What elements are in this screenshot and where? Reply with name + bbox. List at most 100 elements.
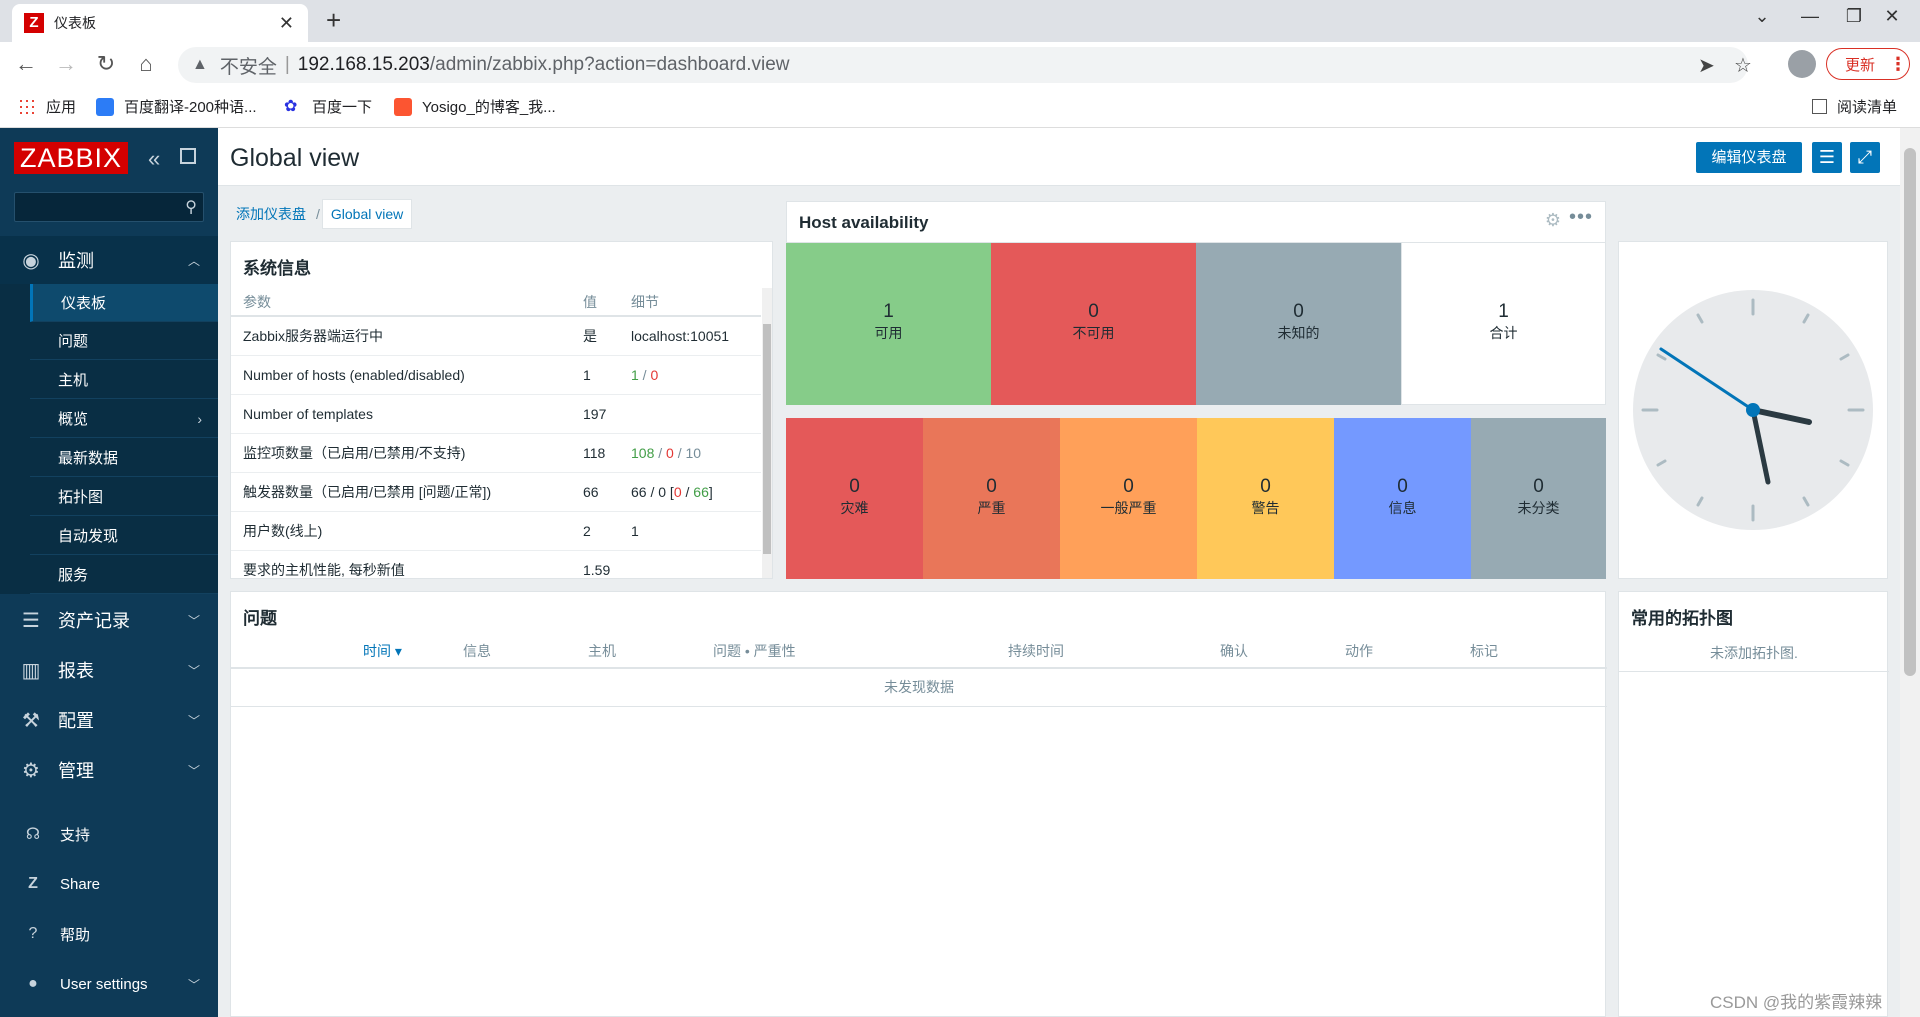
table-row: 未发现数据: [231, 668, 1607, 707]
bookmark-baidu[interactable]: ✿ 百度一下: [284, 97, 373, 117]
chevron-down-icon: ﹀: [187, 663, 200, 678]
chevron-right-icon: ›: [197, 410, 202, 427]
monitoring-submenu: 仪表板 问题 主机 概览 › 最新数据 拓扑图 自动发现 服务: [0, 284, 218, 594]
bookmark-star-icon[interactable]: ☆: [1734, 54, 1752, 77]
widget-scrollbar[interactable]: [762, 288, 772, 578]
restore-icon[interactable]: ❐: [1845, 6, 1863, 26]
column-ack: 确认: [1220, 634, 1345, 669]
apps-grid-icon: ​: [18, 97, 36, 116]
url-field[interactable]: ▲ 不安全 | 192.168.15.203/admin/zabbix.php?…: [178, 47, 1752, 83]
close-tab-icon[interactable]: ✕: [278, 12, 294, 33]
bookmark-apps[interactable]: ​ 应用: [18, 96, 76, 117]
headset-icon: ☊: [25, 826, 41, 843]
menu-share[interactable]: Z Share: [0, 864, 218, 904]
more-icon[interactable]: •••: [1568, 206, 1593, 228]
warning-icon[interactable]: ▲: [192, 56, 208, 73]
new-tab-icon[interactable]: +: [326, 5, 342, 35]
menu-administration[interactable]: ⚙ 管理 ﹀: [0, 746, 218, 794]
favorite-maps-widget: 常用的拓扑图 未添加拓扑图.: [1618, 591, 1889, 1017]
sysinfo-table: 参数 值 细节 Zabbix服务器端运行中 是 localhost:10051 …: [231, 288, 761, 578]
submenu-dashboard[interactable]: 仪表板: [30, 284, 218, 322]
edit-dashboard-button[interactable]: 编辑仪表盘: [1696, 142, 1802, 173]
column-header: 参数: [231, 288, 571, 317]
host-total-block[interactable]: 1 合计: [1401, 243, 1606, 405]
menu-support[interactable]: ☊ 支持: [0, 814, 218, 854]
table-row: Number of hosts (enabled/disabled) 1 1 /…: [231, 355, 761, 395]
more-menu-icon[interactable]: ⋮: [1889, 53, 1908, 74]
severity-info-block[interactable]: 0 信息: [1334, 418, 1471, 579]
zabbix-favicon-icon: Z: [24, 13, 44, 33]
back-icon[interactable]: ←: [15, 51, 37, 76]
host-unknown-block[interactable]: 0 未知的: [1196, 243, 1401, 405]
menu-help[interactable]: ? 帮助: [0, 914, 218, 954]
clock-face-icon: [1633, 290, 1873, 530]
column-header: 细节: [619, 288, 761, 317]
home-icon[interactable]: ⌂: [139, 51, 153, 76]
bookmark-csdn-blog[interactable]: Yosigo_的博客_我...: [394, 96, 556, 117]
chevron-down-icon: ﹀: [187, 977, 200, 992]
submenu-problems[interactable]: 问题: [30, 322, 218, 360]
user-icon: ●: [28, 975, 38, 992]
severity-average-block[interactable]: 0 一般严重: [1060, 418, 1197, 579]
no-data-message: 未发现数据: [231, 668, 1607, 707]
url-path: /admin/zabbix.php?action=dashboard.view: [429, 54, 790, 75]
menu-inventory[interactable]: ☰ 资产记录 ﹀: [0, 596, 218, 644]
problems-widget: 问题 时间 ▾ 信息 主机 问题 • 严重性 持续时间 确认 动作 标记 未发现…: [230, 591, 1607, 1017]
profile-avatar-icon[interactable]: [1788, 50, 1816, 78]
submenu-hosts[interactable]: 主机: [30, 361, 218, 399]
chevron-down-icon: ﹀: [187, 763, 200, 778]
bookmark-baidu-translate[interactable]: 百度翻译-200种语...: [96, 96, 257, 117]
bar-chart-icon: ▥: [21, 659, 41, 682]
reading-list[interactable]: 阅读清单: [1812, 96, 1897, 117]
column-time[interactable]: 时间 ▾: [363, 634, 463, 669]
search-input[interactable]: ⚲: [14, 192, 204, 222]
widget-title: Host availability: [799, 213, 929, 232]
reload-icon[interactable]: ↻: [96, 51, 116, 76]
browser-tabbar: Z 仪表板 ✕ + ⌄ — ❐ ✕: [0, 0, 1920, 42]
host-unavailable-block[interactable]: 0 不可用: [991, 243, 1196, 405]
severity-high-block[interactable]: 0 严重: [923, 418, 1060, 579]
hide-sidebar-icon[interactable]: [180, 148, 196, 164]
submenu-services[interactable]: 服务: [30, 556, 218, 594]
table-row: Number of templates 197: [231, 394, 761, 434]
fullscreen-icon[interactable]: ⤢: [1850, 142, 1880, 173]
list-icon: ☰: [22, 609, 40, 632]
column-problem-severity[interactable]: 问题 • 严重性: [713, 634, 1008, 669]
host-available-block[interactable]: 1 可用: [786, 243, 991, 405]
csdn-watermark: CSDN @我的紫霞辣辣: [1710, 993, 1883, 1012]
page-scrollbar[interactable]: [1900, 128, 1920, 1017]
tab-search-icon[interactable]: ⌄: [1754, 6, 1770, 26]
submenu-latest-data[interactable]: 最新数据: [30, 439, 218, 477]
menu-configuration[interactable]: ⚒ 配置 ﹀: [0, 696, 218, 744]
browser-tab[interactable]: Z 仪表板 ✕: [12, 4, 308, 42]
search-icon[interactable]: ⚲: [185, 199, 197, 216]
send-icon[interactable]: ➤: [1698, 54, 1715, 77]
severity-warning-block[interactable]: 0 警告: [1197, 418, 1334, 579]
submenu-maps[interactable]: 拓扑图: [30, 478, 218, 516]
gear-icon[interactable]: ⚙: [1544, 210, 1561, 230]
forward-icon[interactable]: →: [55, 51, 77, 76]
table-row: 要求的主机性能, 每秒新值 1.59: [231, 550, 761, 578]
dashboard-menu-icon[interactable]: ☰: [1812, 142, 1842, 173]
update-button[interactable]: 更新 ⋮: [1826, 48, 1910, 80]
chevron-down-icon: ﹀: [187, 613, 200, 628]
collapse-sidebar-icon[interactable]: «: [148, 146, 161, 171]
close-window-icon[interactable]: ✕: [1884, 6, 1900, 26]
submenu-discovery[interactable]: 自动发现: [30, 517, 218, 555]
menu-monitoring[interactable]: ◉ 监测 ︿: [0, 236, 218, 284]
zabbix-logo[interactable]: ZABBIX: [14, 142, 128, 174]
minimize-icon[interactable]: —: [1801, 6, 1819, 26]
breadcrumb-current[interactable]: Global view: [321, 199, 413, 229]
column-host[interactable]: 主机: [588, 634, 713, 669]
breadcrumb-root[interactable]: 添加仪表盘: [236, 206, 306, 222]
severity-disaster-block[interactable]: 0 灾难: [786, 418, 923, 579]
menu-user-settings[interactable]: ● User settings ﹀: [0, 964, 218, 1004]
table-row: 监控项数量（已启用/已禁用/不支持) 118 108 / 0 / 10: [231, 433, 761, 473]
system-info-widget: 系统信息 参数 值 细节 Zabbix服务器端运行中 是 localhost:1…: [230, 241, 773, 579]
severity-unclassified-block[interactable]: 0 未分类: [1471, 418, 1606, 579]
menu-reports[interactable]: ▥ 报表 ﹀: [0, 646, 218, 694]
submenu-overview[interactable]: 概览 ›: [30, 400, 218, 438]
column-info: 信息: [463, 634, 588, 669]
eye-icon: ◉: [22, 249, 40, 272]
reading-list-icon: [1812, 99, 1827, 114]
